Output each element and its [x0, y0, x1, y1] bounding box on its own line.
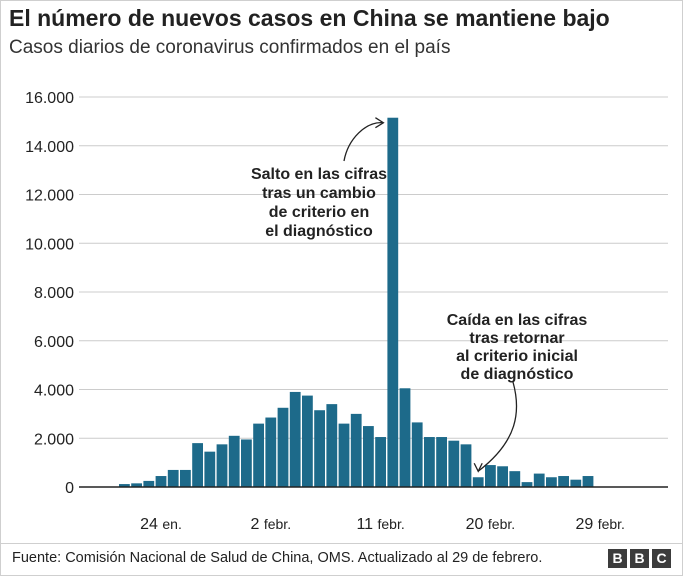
annotations: Salto en las cifras tras un cambio de crit…: [251, 117, 588, 473]
y-tick-label: 14.000: [25, 139, 74, 156]
bar: [155, 476, 167, 487]
bar: [509, 471, 521, 487]
bar: [131, 483, 142, 487]
bar: [533, 473, 545, 487]
logo-letter: B: [630, 549, 649, 568]
y-tick-label: 2.000: [34, 431, 74, 448]
bar: [180, 469, 191, 487]
y-tick-label: 4.000: [34, 383, 74, 400]
bar: [411, 422, 423, 487]
bar: [265, 417, 277, 487]
arrowhead: [375, 117, 385, 129]
bar: [460, 444, 472, 487]
bar: [326, 404, 338, 487]
y-tick-label: 12.000: [25, 188, 74, 205]
bar: [387, 117, 399, 487]
bar: [570, 479, 582, 487]
bar: [204, 451, 216, 487]
bar: [448, 440, 460, 487]
annotation-spike: Salto en las cifras tras un cambio de crit…: [251, 166, 387, 240]
bar: [399, 388, 411, 487]
bar: [546, 477, 557, 487]
bar: [167, 469, 179, 487]
bar: [472, 477, 484, 487]
y-axis-labels: 0 2.000 4.000 6.000 8.000 10.000 12.000 14.000 1…: [25, 90, 74, 497]
x-tick-label: 29 febr.: [575, 516, 625, 533]
x-tick-label: 24 en.: [140, 516, 182, 533]
annotation-drop: Caída en las cifras tras retornar al crite…: [447, 312, 588, 383]
bar: [289, 391, 301, 487]
bbc-logo: B B C: [608, 549, 671, 568]
bar: [143, 480, 155, 487]
chart-title: El número de nuevos casos en China se ma…: [9, 5, 610, 31]
y-tick-label: 8.000: [34, 285, 74, 302]
bar: [424, 437, 435, 487]
bar: [497, 466, 508, 487]
bar: [314, 410, 325, 487]
arrowhead: [473, 462, 483, 473]
bar: [350, 413, 362, 487]
source-note: Fuente: Comisión Nacional de Salud de Ch…: [12, 550, 543, 566]
arrow-line: [343, 122, 384, 162]
bar: [302, 395, 313, 487]
bars: [119, 117, 594, 487]
x-axis: 24 en. 2 febr. 11 febr. 20 febr. 29 febr.: [79, 486, 668, 533]
bar: [241, 439, 252, 487]
bar: [521, 482, 533, 487]
logo-letter: C: [652, 549, 671, 568]
y-tick-label: 10.000: [25, 236, 74, 253]
chart-subtitle: Casos diarios de coronavirus confirmados…: [9, 37, 451, 58]
x-tick-label: 20 febr.: [466, 516, 516, 533]
bar: [485, 465, 496, 487]
bar: [216, 444, 228, 487]
bar: [436, 437, 447, 487]
arrow-line: [477, 381, 518, 472]
logo-letter: B: [608, 549, 627, 568]
footer: Fuente: Comisión Nacional de Salud de Ch…: [1, 543, 682, 576]
bar: [558, 476, 569, 487]
bar: [582, 476, 594, 487]
y-tick-label: 6.000: [34, 334, 74, 351]
bar: [338, 423, 350, 487]
y-tick-label: 0: [65, 480, 74, 497]
bar: [277, 407, 289, 487]
bar: [375, 437, 386, 487]
bar: [192, 443, 203, 487]
bar: [253, 423, 264, 487]
grid-lines: [79, 96, 668, 439]
x-tick-label: 11 febr.: [356, 516, 404, 533]
bar-chart: 0 2.000 4.000 6.000 8.000 10.000 12.000 14.000 1…: [25, 90, 668, 533]
bar: [228, 435, 240, 487]
bar: [119, 484, 130, 487]
y-tick-label: 16.000: [25, 90, 74, 107]
x-tick-label: 2 febr.: [251, 516, 292, 533]
bar: [363, 426, 374, 487]
